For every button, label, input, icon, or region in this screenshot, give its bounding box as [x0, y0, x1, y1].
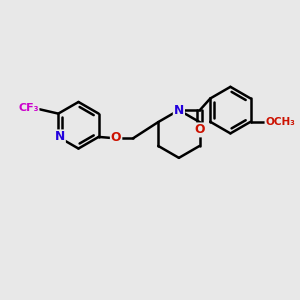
Text: CF₃: CF₃ [18, 103, 39, 113]
Text: O: O [111, 131, 122, 144]
Text: N: N [174, 103, 184, 117]
Text: N: N [55, 130, 65, 143]
Text: OCH₃: OCH₃ [266, 117, 295, 127]
Text: O: O [195, 123, 205, 136]
